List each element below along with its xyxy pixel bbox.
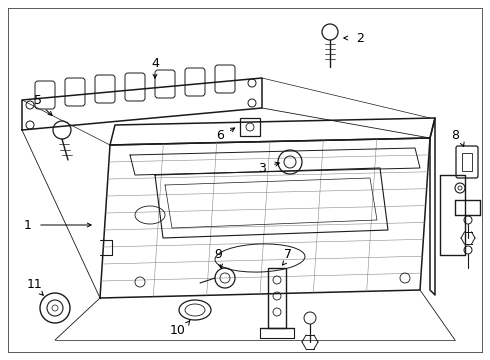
Bar xyxy=(240,118,260,136)
Text: 8: 8 xyxy=(451,129,459,141)
Text: 2: 2 xyxy=(356,32,364,45)
Text: 11: 11 xyxy=(27,279,43,292)
Text: 10: 10 xyxy=(170,324,186,337)
Text: 3: 3 xyxy=(258,162,266,175)
Bar xyxy=(268,268,286,328)
Text: 9: 9 xyxy=(214,248,222,261)
Text: 4: 4 xyxy=(151,57,159,69)
Text: 6: 6 xyxy=(216,129,224,141)
Text: 5: 5 xyxy=(34,94,42,107)
Bar xyxy=(462,153,472,171)
Text: 1: 1 xyxy=(24,219,32,231)
Text: 7: 7 xyxy=(284,248,292,261)
